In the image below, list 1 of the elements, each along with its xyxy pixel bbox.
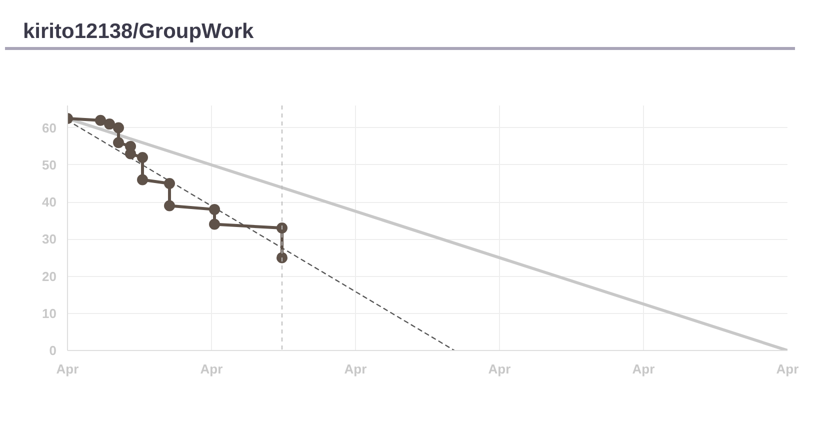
chart-title: kirito12138/GroupWork bbox=[23, 19, 254, 45]
